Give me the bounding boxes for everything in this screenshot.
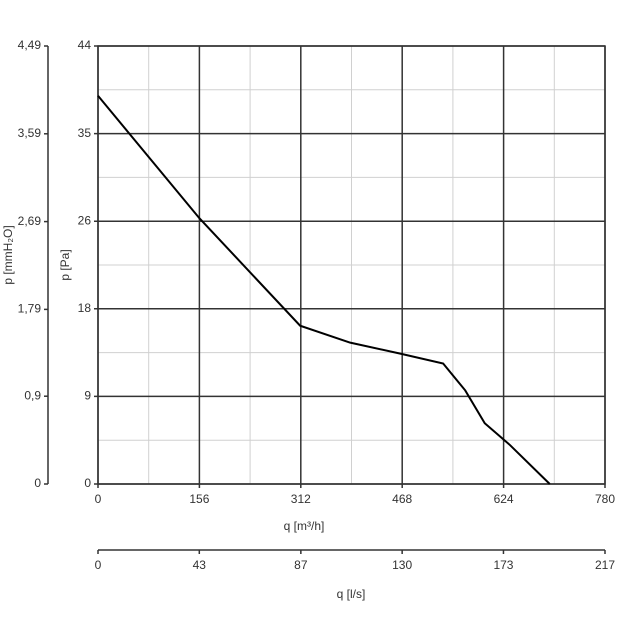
x-tick-label: 312 <box>291 492 311 506</box>
y-tick-label: 44 <box>78 38 92 52</box>
y2-tick-label: 2,69 <box>18 214 42 228</box>
plot-frame <box>97 45 606 485</box>
x-axis-title: q [m³/h] <box>284 519 325 533</box>
y2-tick-label: 0 <box>34 476 41 490</box>
x-tick-label: 468 <box>392 492 412 506</box>
x-tick-label: 624 <box>494 492 514 506</box>
x2-tick-label: 217 <box>595 558 615 572</box>
y-tick-label: 35 <box>78 126 92 140</box>
x-tick-label: 156 <box>189 492 209 506</box>
x2-tick-label: 0 <box>95 558 102 572</box>
y2-axis-title: p [mmH₂O] <box>1 225 15 284</box>
x2-axis-title: q [l/s] <box>337 587 366 601</box>
y-tick-label: 18 <box>78 301 92 315</box>
y2-tick-label: 4,49 <box>18 38 42 52</box>
x2-tick-label: 87 <box>294 558 308 572</box>
x-tick-label: 0 <box>95 492 102 506</box>
curve <box>97 95 551 485</box>
y2-tick-label: 3,59 <box>18 126 42 140</box>
x2-tick-label: 173 <box>493 558 513 572</box>
x-tick-label: 780 <box>595 492 615 506</box>
x2-tick-label: 43 <box>193 558 207 572</box>
y-tick-label: 0 <box>84 476 91 490</box>
x2-tick-label: 130 <box>392 558 412 572</box>
y-tick-label: 26 <box>78 213 92 227</box>
y2-tick-label: 0,9 <box>24 388 41 402</box>
y2-tick-label: 1,79 <box>18 302 42 316</box>
y-axis-title: p [Pa] <box>58 249 72 280</box>
y-tick-label: 9 <box>84 389 91 403</box>
